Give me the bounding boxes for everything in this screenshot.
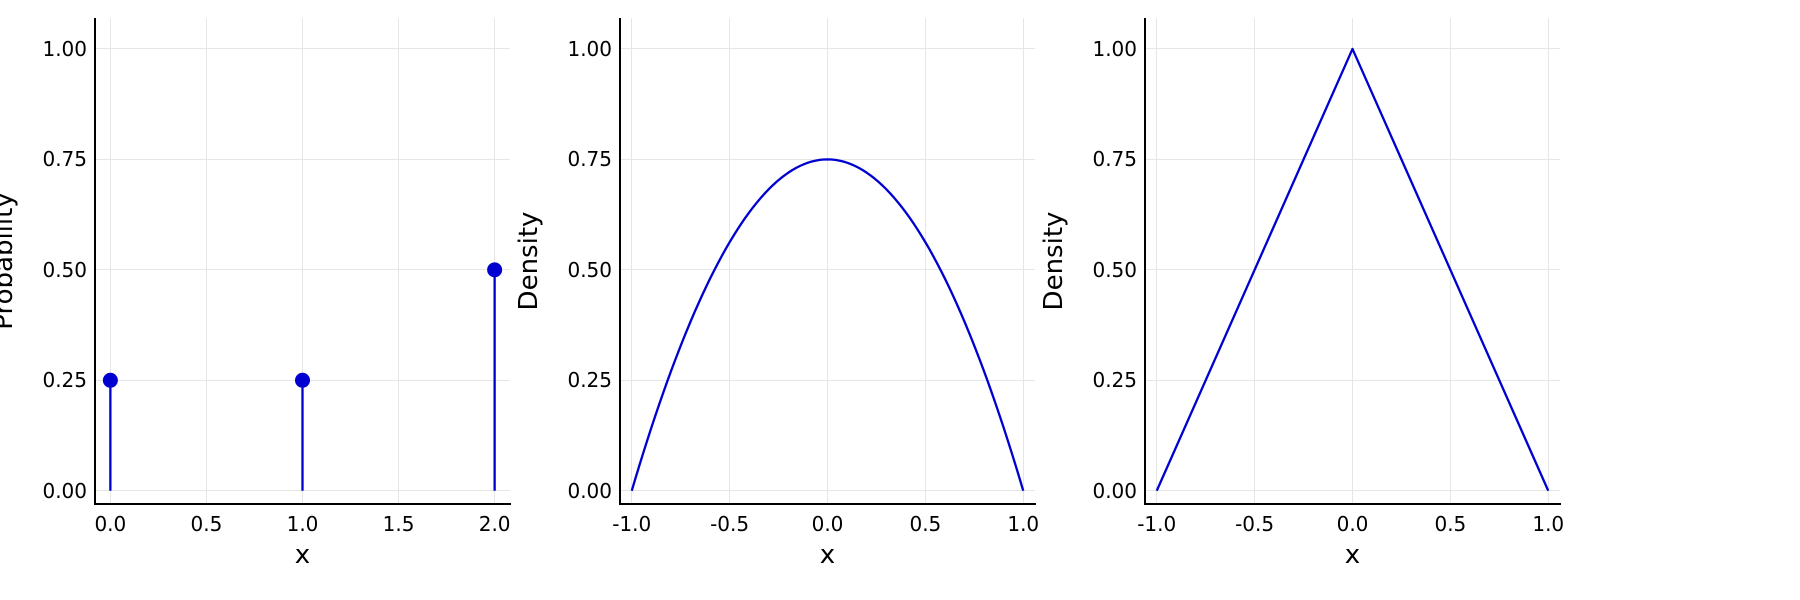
ytick-label: 1.00 [25, 37, 87, 61]
grid-h [1145, 380, 1560, 381]
grid-h [620, 48, 1035, 49]
ytick-label: 0.50 [25, 258, 87, 282]
xtick-label: 1.5 [359, 512, 439, 536]
ylabel-wrap: Density [1039, 18, 1069, 504]
grid-h [620, 490, 1035, 491]
spine-bottom [1144, 503, 1561, 505]
figure: 0.0 0.5 1.0 1.5 2.0 0.00 0.25 0.50 0.75 1.00 x Prob… [0, 0, 1800, 600]
xtick-label: 1.0 [983, 512, 1063, 536]
grid-h [95, 269, 510, 270]
ytick-label: 0.75 [1075, 147, 1137, 171]
grid-h [620, 269, 1035, 270]
xtick-label: 0.5 [1410, 512, 1490, 536]
grid-h [620, 159, 1035, 160]
spine-bottom [619, 503, 1036, 505]
xlabel: x [620, 540, 1035, 570]
xtick-label: 2.0 [455, 512, 535, 536]
spine-bottom [94, 503, 511, 505]
ylabel: Probability [0, 18, 19, 504]
grid-v [1254, 18, 1255, 504]
grid-v [1548, 18, 1549, 504]
grid-h [95, 490, 510, 491]
grid-h [620, 380, 1035, 381]
xtick-label: 0.5 [885, 512, 965, 536]
ytick-label: 1.00 [1075, 37, 1137, 61]
ytick-label: 0.25 [25, 368, 87, 392]
ytick-label: 0.50 [550, 258, 612, 282]
grid-h [95, 159, 510, 160]
ytick-label: 0.25 [550, 368, 612, 392]
grid-h [1145, 490, 1560, 491]
grid-v [1023, 18, 1024, 504]
ytick-label: 0.75 [25, 147, 87, 171]
ytick-label: 0.25 [1075, 368, 1137, 392]
spine-left [1144, 18, 1146, 505]
grid-v [398, 18, 399, 504]
grid-v [925, 18, 926, 504]
xtick-label: 0.0 [788, 512, 868, 536]
ylabel-wrap: Probability [0, 18, 19, 504]
ytick-label: 0.00 [25, 479, 87, 503]
xtick-label: 1.0 [263, 512, 343, 536]
grid-v [110, 18, 111, 504]
grid-v [1450, 18, 1451, 504]
ytick-label: 0.50 [1075, 258, 1137, 282]
grid-v [827, 18, 828, 504]
xtick-label: 1.0 [1508, 512, 1588, 536]
ytick-label: 0.00 [550, 479, 612, 503]
ylabel: Density [1039, 18, 1069, 504]
grid-v [729, 18, 730, 504]
ytick-label: 0.00 [1075, 479, 1137, 503]
xtick-label: -0.5 [1215, 512, 1295, 536]
xtick-label: 0.5 [166, 512, 246, 536]
grid-h [1145, 269, 1560, 270]
xtick-label: 0.0 [70, 512, 150, 536]
grid-v [494, 18, 495, 504]
grid-v [631, 18, 632, 504]
spine-left [94, 18, 96, 505]
grid-v [302, 18, 303, 504]
xlabel: x [95, 540, 510, 570]
ylabel-wrap: Density [514, 18, 544, 504]
xtick-label: -1.0 [1117, 512, 1197, 536]
xlabel: x [1145, 540, 1560, 570]
ytick-label: 1.00 [550, 37, 612, 61]
grid-h [1145, 48, 1560, 49]
spine-left [619, 18, 621, 505]
grid-v [1156, 18, 1157, 504]
grid-h [1145, 159, 1560, 160]
ylabel: Density [514, 18, 544, 504]
grid-v [206, 18, 207, 504]
xtick-label: -1.0 [592, 512, 672, 536]
grid-h [95, 380, 510, 381]
ytick-label: 0.75 [550, 147, 612, 171]
grid-h [95, 48, 510, 49]
xtick-label: 0.0 [1313, 512, 1393, 536]
grid-v [1352, 18, 1353, 504]
xtick-label: -0.5 [690, 512, 770, 536]
